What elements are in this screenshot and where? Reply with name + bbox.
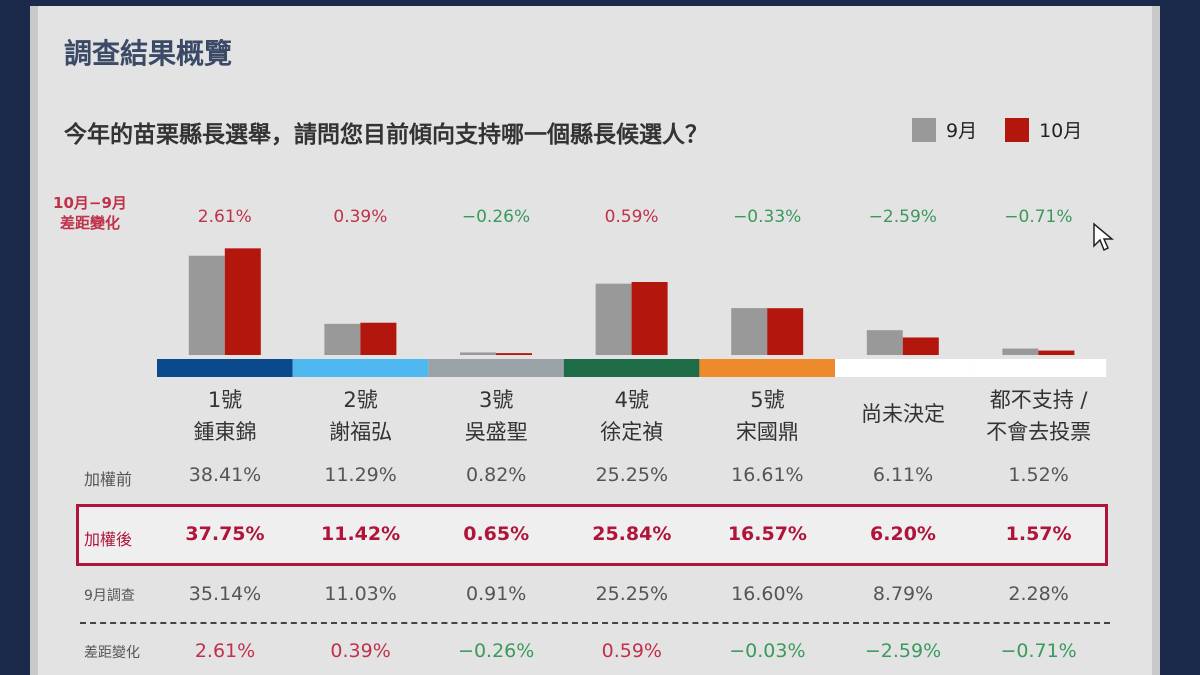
candidate-color-strip-3: [563, 359, 700, 377]
table-cell-sep-6: 2.28%: [1008, 583, 1069, 605]
table-cell-sep-4: 16.60%: [731, 583, 804, 605]
candidate-color-strip-1: [292, 359, 429, 377]
bar-sep-4: [731, 308, 768, 355]
row-label-sep: 9月調查: [84, 588, 135, 604]
table-cell-post-1: 11.42%: [321, 523, 401, 545]
bar-sep-2: [460, 352, 496, 355]
bar-oct-2: [496, 353, 532, 355]
bar-oct-6: [1038, 350, 1075, 355]
candidate-label-6: 都不支持 / 不會去投票: [971, 384, 1107, 448]
bar-sep-6: [1002, 348, 1039, 355]
candidate-name: 宋國鼎: [735, 420, 799, 444]
diff-top-label-0: 2.61%: [198, 207, 252, 227]
table-cell-sep-5: 8.79%: [872, 583, 934, 605]
candidate-color-strip-2: [428, 359, 564, 377]
diff-top-label-1: 0.39%: [333, 207, 387, 227]
diff-caption: 10月−9月 差距變化: [40, 193, 140, 233]
table-cell-pre-3: 25.25%: [595, 464, 669, 486]
bar-oct-1: [360, 322, 397, 355]
bar-sep-3: [595, 283, 632, 355]
dotted-divider: [80, 622, 1110, 624]
legend-label-sep: 9月: [946, 120, 978, 142]
candidate-label-2: 3號吳盛聖: [428, 384, 564, 448]
bar-oct-4: [767, 308, 804, 355]
row-label-diff: 差距變化: [84, 645, 140, 661]
legend-label-oct: 10月: [1039, 120, 1083, 142]
candidate-name: 謝福弘: [329, 420, 393, 444]
candidate-label-4: 5號宋國鼎: [699, 384, 835, 448]
candidate-label-3: 4號徐定禎: [564, 384, 700, 448]
bar-sep-0: [188, 255, 225, 355]
candidate-name: 不會去投票: [986, 420, 1092, 444]
bar-oct-5: [902, 337, 939, 355]
diff-caption-line1: 10月−9月: [53, 194, 127, 212]
bar-oct-3: [631, 282, 668, 355]
table-cell-post-2: 0.65%: [463, 523, 530, 545]
bar-sep-1: [324, 323, 361, 355]
candidate-number: 4號: [614, 388, 649, 412]
table-cell-pre-5: 6.11%: [872, 464, 934, 486]
table-cell-diff-0: 2.61%: [194, 640, 256, 662]
candidate-name: 吳盛聖: [464, 420, 528, 444]
table-cell-sep-2: 0.91%: [466, 583, 527, 605]
bar-oct-0: [224, 248, 261, 355]
diff-top-label-5: −2.59%: [869, 207, 937, 227]
table-cell-post-3: 25.84%: [592, 523, 672, 545]
chart-legend: 9月 10月: [912, 116, 1110, 143]
diff-top-label-4: −0.33%: [733, 207, 801, 227]
candidate-number: 3號: [479, 388, 514, 412]
candidate-label-1: 2號謝福弘: [293, 384, 429, 448]
table-cell-pre-4: 16.61%: [731, 464, 804, 486]
bar-sep-5: [866, 330, 903, 355]
table-cell-post-4: 16.57%: [727, 523, 807, 545]
legend-swatch-sep: [912, 117, 936, 142]
candidate-label-5: 尚未決定: [835, 398, 971, 430]
candidate-color-strip-0: [157, 359, 293, 377]
candidate-number: 2號: [343, 388, 378, 412]
table-cell-post-0: 37.75%: [185, 523, 265, 545]
table-cell-diff-5: −2.59%: [864, 640, 942, 662]
candidate-color-strip-5: [835, 359, 971, 377]
row-label-pre: 加權前: [84, 470, 133, 489]
candidate-label-0: 1號鍾東錦: [157, 384, 293, 448]
mouse-cursor-icon: [1093, 222, 1114, 252]
candidate-number: 都不支持 /: [989, 388, 1088, 412]
table-cell-diff-2: −0.26%: [458, 640, 535, 662]
table-cell-diff-3: 0.59%: [601, 640, 662, 662]
table-cell-post-5: 6.20%: [870, 523, 936, 545]
table-cell-diff-1: 0.39%: [330, 640, 391, 662]
table-cell-post-6: 1.57%: [1005, 523, 1072, 545]
table-cell-diff-4: −0.03%: [729, 640, 806, 662]
table-cell-pre-6: 1.52%: [1008, 464, 1069, 486]
row-label-post: 加權後: [84, 530, 133, 549]
candidate-name: 徐定禎: [600, 420, 664, 444]
legend-swatch-oct: [1005, 117, 1030, 142]
table-cell-diff-6: −0.71%: [1000, 640, 1077, 662]
candidate-number: 1號: [207, 388, 243, 412]
candidate-color-strip-4: [699, 359, 835, 377]
table-cell-sep-3: 25.25%: [595, 583, 669, 605]
table-cell-sep-1: 11.03%: [324, 583, 397, 605]
diff-top-label-6: −0.71%: [1004, 207, 1072, 227]
survey-question: 今年的苗栗縣長選舉，請問您目前傾向支持哪一個縣長候選人？: [64, 122, 708, 148]
table-cell-pre-2: 0.82%: [466, 464, 527, 486]
candidate-number: 5號: [750, 388, 785, 412]
table-cell-pre-0: 38.41%: [188, 464, 262, 486]
table-cell-pre-1: 11.29%: [324, 464, 397, 486]
weighted-row-highlight: [76, 504, 1108, 566]
diff-top-label-3: 0.59%: [605, 207, 659, 227]
candidate-color-strip-6: [970, 359, 1107, 377]
page-title: 調查結果概覽: [64, 37, 233, 70]
diff-caption-line2: 差距變化: [59, 214, 120, 232]
candidate-name: 尚未決定: [861, 402, 945, 426]
candidate-name: 鍾東錦: [193, 420, 257, 444]
table-cell-sep-0: 35.14%: [188, 583, 262, 605]
diff-top-label-2: −0.26%: [462, 207, 530, 227]
